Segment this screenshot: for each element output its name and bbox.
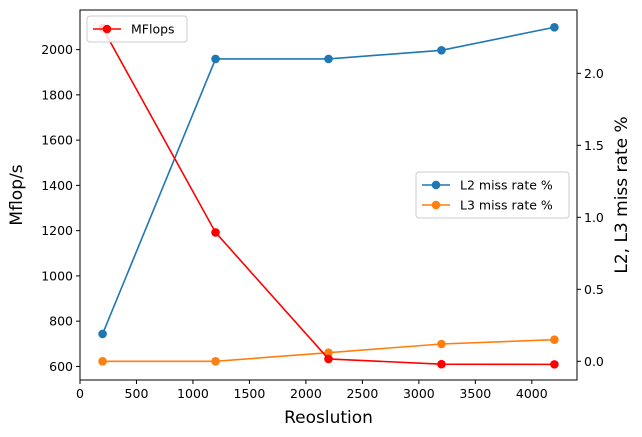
l3-miss-rate-point — [324, 348, 333, 357]
x-tick-label: 3500 — [459, 386, 491, 401]
legend-swatch-marker — [431, 200, 441, 210]
x-tick-label: 1000 — [177, 386, 209, 401]
x-tick-label: 4000 — [516, 386, 548, 401]
right-y-tick-label: 2.0 — [584, 66, 604, 81]
legend-right: L2 miss rate % L3 miss rate % — [415, 171, 570, 219]
left-y-tick-label: 1400 — [41, 178, 73, 193]
x-axis-ticks: 0 500 1000 1500 2000 2500 3000 3500 4000 — [76, 380, 548, 401]
right-y-axis-label: L2, L3 miss rate % — [612, 116, 632, 273]
right-y-tick-label: 0.5 — [584, 282, 604, 297]
l2-miss-rate-point — [437, 46, 446, 55]
legend-entry-label: L2 miss rate % — [460, 178, 553, 193]
left-y-tick-label: 1200 — [41, 223, 73, 238]
series-layer — [98, 22, 559, 369]
l2-miss-rate-point — [211, 54, 220, 64]
x-tick-label: 0 — [76, 386, 84, 401]
right-y-tick-label: 1.5 — [584, 138, 604, 153]
left-y-tick-label: 1000 — [41, 268, 73, 283]
mflops-point — [550, 360, 559, 369]
x-tick-label: 2500 — [346, 386, 378, 401]
left-y-tick-label: 1800 — [41, 87, 73, 102]
plot-frame — [79, 9, 578, 381]
left-y-axis-ticks: 600 800 1000 1200 1400 1600 1800 2000 — [41, 42, 80, 374]
mflops-point — [211, 228, 220, 237]
x-tick-label: 1500 — [234, 386, 266, 401]
x-tick-label: 500 — [125, 386, 149, 401]
l3-miss-rate-point — [98, 356, 107, 366]
legend-box — [86, 15, 188, 43]
right-y-tick-label: 1.0 — [584, 210, 604, 225]
l3-miss-rate-point — [211, 356, 220, 366]
mflops-point — [437, 359, 446, 369]
left-y-tick-label: 600 — [49, 359, 73, 374]
x-tick-label: 2000 — [290, 386, 322, 401]
legend-entry-label: MFlops — [131, 22, 175, 37]
l2-miss-rate-point — [324, 54, 333, 64]
right-y-axis-ticks: 0.0 0.5 1.0 1.5 2.0 — [577, 66, 604, 369]
right-y-tick-label: 0.0 — [584, 354, 604, 369]
l3-miss-rate-point — [550, 335, 559, 344]
legend-entry-label: L3 miss rate % — [460, 198, 553, 213]
legend-box — [415, 171, 570, 219]
l2-miss-rate-point — [98, 329, 107, 339]
mflops-point — [324, 354, 333, 364]
left-y-tick-label: 800 — [49, 314, 73, 329]
left-y-tick-label: 2000 — [41, 42, 73, 57]
legend-swatch-marker — [102, 24, 112, 34]
l3-miss-rate-point — [437, 339, 446, 349]
legend-swatch-marker — [431, 180, 441, 190]
legend-left: MFlops — [86, 15, 188, 43]
x-tick-label: 3000 — [403, 386, 435, 401]
left-y-tick-label: 1600 — [41, 133, 73, 148]
x-axis-label: Reoslution — [284, 408, 373, 428]
left-y-axis-label: Mflop/s — [7, 164, 27, 225]
l2-miss-rate-point — [550, 22, 559, 32]
